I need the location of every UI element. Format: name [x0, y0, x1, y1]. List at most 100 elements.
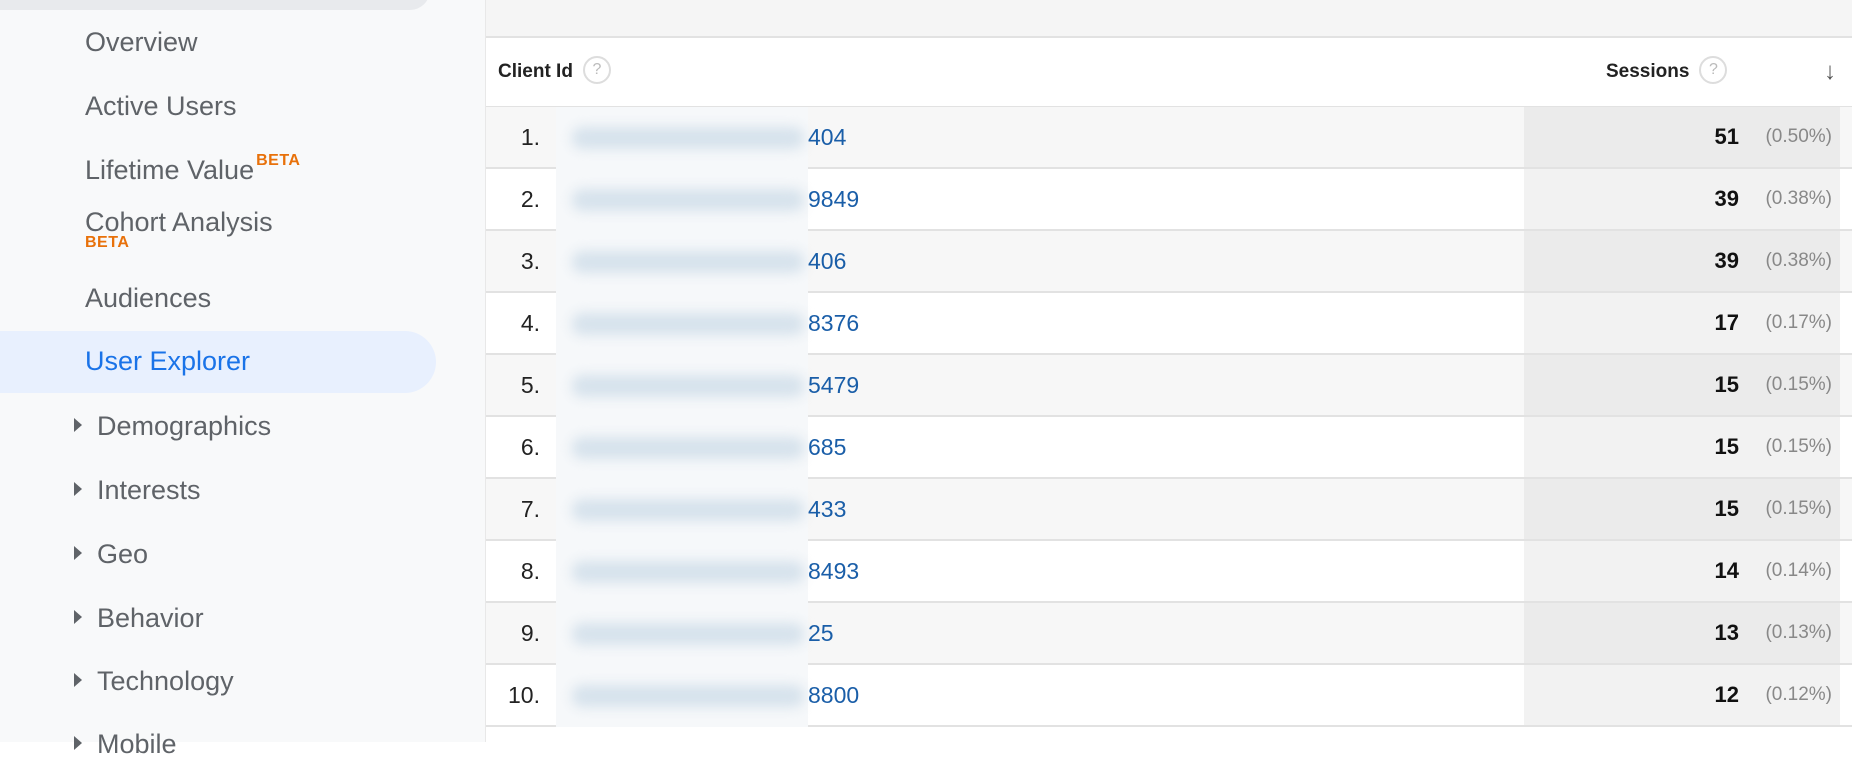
- sidebar-item-label: Mobile: [97, 729, 177, 759]
- sidebar-item-label: Geo: [97, 539, 149, 569]
- client-id-link[interactable]: 433: [808, 496, 847, 522]
- sidebar-item-mobile[interactable]: Mobile: [74, 726, 177, 762]
- sidebar-item-label: Behavior: [97, 603, 204, 633]
- beta-badge: BETA: [256, 152, 301, 169]
- client-id-link[interactable]: 8376: [808, 310, 860, 336]
- row-number: 1.: [520, 124, 540, 150]
- sessions-cell: [1524, 231, 1840, 291]
- arrow-down-icon[interactable]: ↓: [1824, 58, 1836, 85]
- report-table: Client Id? Sessions? ↓ 1. 404 51 (0.50%) 2. 9…: [486, 0, 1852, 742]
- redacted-client-id: [556, 665, 808, 727]
- sidebar: Overview Active Users Lifetime Value BETA…: [0, 0, 486, 759]
- column-label: Sessions: [1606, 61, 1690, 82]
- sessions-percent: (0.50%): [1765, 126, 1832, 147]
- caret-right-icon: [74, 417, 82, 432]
- caret-right-icon: [74, 735, 82, 750]
- redacted-client-id: [556, 107, 808, 169]
- sessions-percent: (0.17%): [1765, 312, 1832, 333]
- column-header-sessions[interactable]: Sessions?: [1606, 38, 1728, 106]
- redacted-client-id: [556, 355, 808, 417]
- redacted-client-id: [556, 479, 808, 541]
- row-number: 2.: [520, 186, 540, 212]
- sessions-value: 13: [1714, 620, 1739, 645]
- row-number: 6.: [520, 434, 540, 460]
- sessions-cell: [1524, 107, 1840, 167]
- sidebar-item-label: User Explorer: [85, 346, 251, 376]
- sessions-value: 15: [1714, 496, 1739, 521]
- sessions-percent: (0.38%): [1765, 250, 1832, 271]
- sidebar-item-label: Technology: [97, 666, 234, 696]
- table-header: Client Id? Sessions? ↓: [486, 38, 1852, 108]
- sidebar-item-behavior[interactable]: Behavior: [74, 600, 204, 636]
- sidebar-item-audiences[interactable]: Audiences: [85, 280, 211, 316]
- sessions-value: 51: [1714, 124, 1739, 149]
- sessions-percent: (0.14%): [1765, 560, 1832, 581]
- sessions-cell: [1524, 541, 1840, 601]
- sessions-value: 39: [1714, 186, 1739, 211]
- table-row: 9. 25 13 (0.13%): [486, 603, 1852, 665]
- redacted-client-id: [556, 603, 808, 665]
- caret-right-icon: [74, 672, 82, 687]
- sidebar-item-label: Overview: [85, 27, 198, 57]
- row-number: 3.: [520, 248, 540, 274]
- table-toolbar: [486, 0, 1852, 38]
- redacted-client-id: [556, 417, 808, 479]
- sidebar-item-active-users[interactable]: Active Users: [85, 88, 237, 124]
- sidebar-item-label: Active Users: [85, 91, 237, 121]
- client-id-link[interactable]: 8493: [808, 558, 860, 584]
- client-id-link[interactable]: 25: [808, 620, 834, 646]
- sessions-cell: [1524, 355, 1840, 415]
- sidebar-item-demographics[interactable]: Demographics: [74, 408, 271, 444]
- table-row: 7. 433 15 (0.15%): [486, 479, 1852, 541]
- table-row: 8. 8493 14 (0.14%): [486, 541, 1852, 603]
- sidebar-item-technology[interactable]: Technology: [74, 663, 234, 699]
- active-item-highlight: [0, 331, 436, 393]
- sessions-percent: (0.12%): [1765, 684, 1832, 705]
- table-row: 6. 685 15 (0.15%): [486, 417, 1852, 479]
- sidebar-item-label: Cohort Analysis: [85, 207, 273, 237]
- sessions-cell: [1524, 417, 1840, 477]
- sidebar-item-cohort-analysis[interactable]: Cohort Analysis BETA: [85, 204, 273, 251]
- sidebar-item-interests[interactable]: Interests: [74, 472, 201, 508]
- table-row: 2. 9849 39 (0.38%): [486, 169, 1852, 231]
- redacted-client-id: [556, 293, 808, 355]
- sessions-cell: [1524, 293, 1840, 353]
- help-icon[interactable]: ?: [582, 55, 611, 84]
- table-row: 1. 404 51 (0.50%): [486, 107, 1852, 169]
- table-row: 10. 8800 12 (0.12%): [486, 665, 1852, 727]
- table-row: 5. 5479 15 (0.15%): [486, 355, 1852, 417]
- sidebar-item-user-explorer[interactable]: User Explorer: [85, 343, 250, 379]
- caret-right-icon: [74, 481, 82, 496]
- client-id-link[interactable]: 404: [808, 124, 847, 150]
- caret-right-icon: [74, 545, 82, 560]
- help-icon[interactable]: ?: [1699, 55, 1728, 84]
- row-number: 9.: [520, 620, 540, 646]
- client-id-link[interactable]: 9849: [808, 186, 860, 212]
- sessions-cell: [1524, 603, 1840, 663]
- caret-right-icon: [74, 609, 82, 624]
- column-label: Client Id: [498, 61, 573, 82]
- sidebar-item-lifetime-value[interactable]: Lifetime Value BETA: [85, 152, 300, 193]
- sidebar-item-geo[interactable]: Geo: [74, 536, 148, 572]
- client-id-link[interactable]: 685: [808, 434, 847, 460]
- sidebar-item-label: Interests: [97, 475, 201, 505]
- client-id-link[interactable]: 8800: [808, 682, 860, 708]
- client-id-link[interactable]: 5479: [808, 372, 860, 398]
- row-number: 7.: [520, 496, 540, 522]
- sidebar-section-header[interactable]: [0, 0, 430, 10]
- sessions-percent: (0.38%): [1765, 188, 1832, 209]
- sidebar-item-overview[interactable]: Overview: [85, 24, 198, 60]
- sessions-value: 17: [1714, 310, 1739, 335]
- row-number: 5.: [520, 372, 540, 398]
- sidebar-item-label: Lifetime Value: [85, 155, 255, 185]
- row-number: 10.: [508, 682, 540, 708]
- sessions-cell: [1524, 169, 1840, 229]
- sidebar-item-label: Demographics: [97, 411, 272, 441]
- sessions-value: 14: [1714, 558, 1739, 583]
- client-id-link[interactable]: 406: [808, 248, 847, 274]
- sidebar-item-label: Audiences: [85, 283, 212, 313]
- redacted-client-id: [556, 169, 808, 231]
- sessions-percent: (0.15%): [1765, 436, 1832, 457]
- redacted-client-id: [556, 541, 808, 603]
- column-header-client-id[interactable]: Client Id?: [498, 38, 611, 106]
